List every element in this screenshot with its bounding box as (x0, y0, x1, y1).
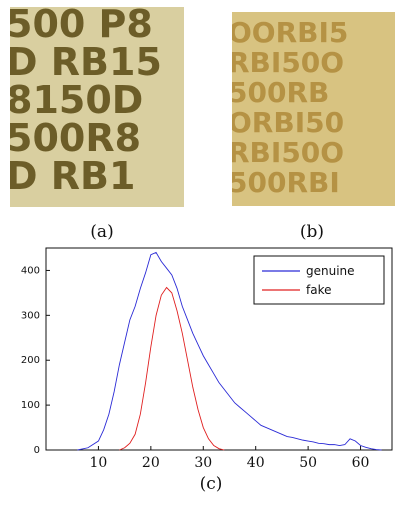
y-tick-label: 100 (21, 400, 40, 411)
legend-label-genuine: genuine (306, 264, 355, 278)
x-tick-label: 30 (194, 455, 212, 468)
texture-b-text-row: RBI50O (232, 136, 344, 169)
series-line-fake (119, 286, 225, 451)
texture-image-b: OORBI5 RBI50O 500RB ORBI50 RBI50O 500RBI (232, 12, 395, 206)
series-line-genuine (77, 251, 382, 451)
texture-b-text-row: 500RBI (232, 166, 340, 199)
x-tick-label: 40 (247, 455, 265, 468)
x-tick-label: 20 (142, 455, 160, 468)
caption-a: (a) (90, 222, 114, 242)
y-tick-label: 0 (34, 445, 40, 456)
texture-b-background (232, 12, 395, 206)
x-tick-label: 60 (352, 455, 370, 468)
texture-a-text-row: 500R8 (10, 116, 141, 160)
y-tick-label: 200 (21, 355, 40, 366)
texture-a-text-row: D RB1 (10, 154, 135, 198)
texture-a-background (10, 7, 184, 207)
caption-b: (b) (299, 222, 325, 242)
x-tick-label: 50 (299, 455, 317, 468)
texture-b-text-row: RBI50O (232, 46, 344, 79)
texture-a-text-row: D RB15 (10, 40, 162, 84)
histogram-chart: 0 100 200 300 400 10 20 30 40 50 60 genuine fake (21, 247, 393, 468)
y-tick-label: 300 (21, 310, 40, 321)
texture-a-text-row: 8150D (10, 78, 143, 122)
legend-label-fake: fake (306, 283, 331, 297)
caption-c: (c) (199, 474, 223, 494)
y-tick-label: 400 (21, 265, 40, 276)
texture-image-a: 500 P8 D RB15 8150D 500R8 D RB1 (10, 7, 184, 207)
legend-box (253, 255, 385, 305)
texture-b-text-row: OORBI5 (232, 16, 348, 49)
texture-b-text-row: ORBI50 (232, 106, 344, 139)
texture-b-text-row: 500RB (232, 76, 329, 109)
texture-a-text-row: 500 P8 (10, 7, 153, 46)
x-tick-label: 10 (90, 455, 108, 468)
